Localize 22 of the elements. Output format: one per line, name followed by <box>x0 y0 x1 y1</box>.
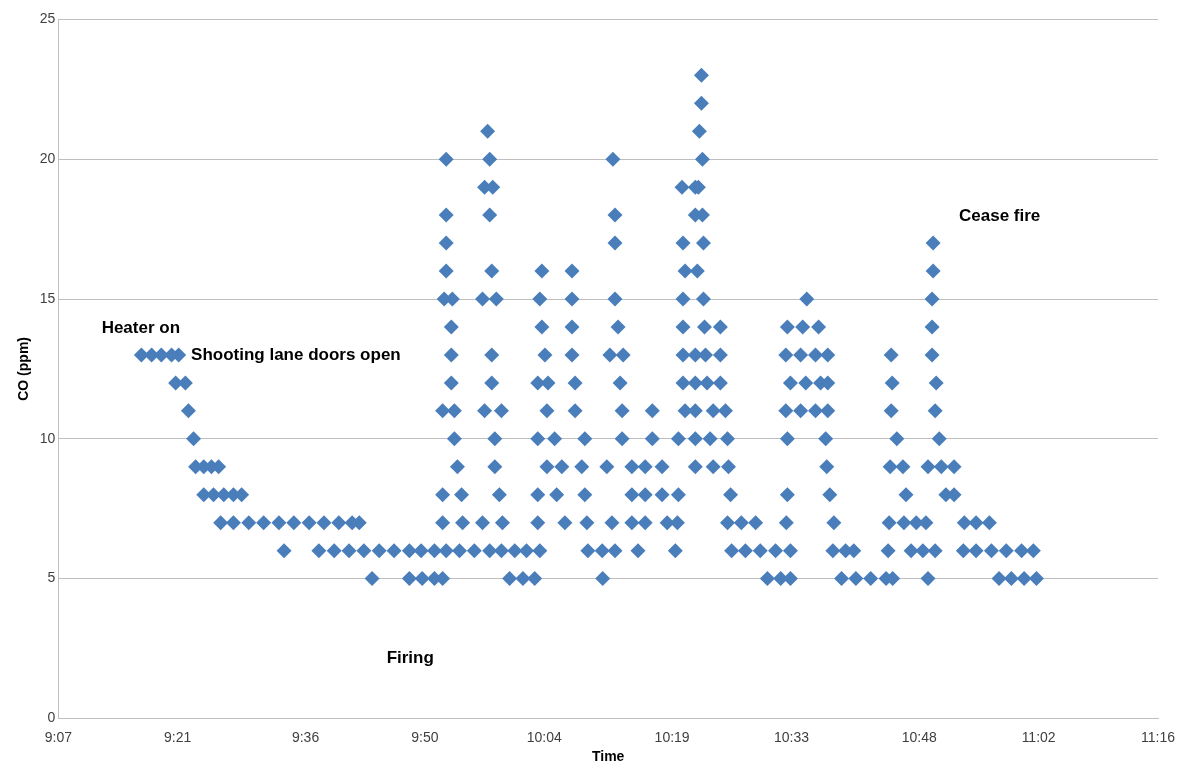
x-tick-label: 10:19 <box>654 728 690 745</box>
x-tick-label: 10:33 <box>773 728 810 745</box>
annotation: Heater on <box>101 318 181 338</box>
annotation: Firing <box>386 647 434 667</box>
y-tick-label: 25 <box>39 10 56 27</box>
annotation: Cease fire <box>959 205 1041 225</box>
annotation: Shooting lane doors open <box>191 345 401 365</box>
x-tick-label: 10:48 <box>901 728 938 745</box>
y-tick-label: 0 <box>47 709 56 726</box>
y-tick-label: 5 <box>47 569 56 586</box>
y-tick-label: 10 <box>39 429 56 446</box>
y-tick-label: 15 <box>39 289 56 306</box>
x-tick-label: 9:36 <box>291 728 320 745</box>
x-tick-label: 11:16 <box>1141 728 1176 745</box>
x-tick-label: 10:04 <box>526 728 562 745</box>
x-tick-label: 11:02 <box>1021 728 1056 745</box>
x-tick-label: 9:07 <box>44 728 73 745</box>
x-tick-label: 9:50 <box>411 728 439 745</box>
y-axis-title: CO (ppm) <box>15 337 32 401</box>
x-tick-label: 9:21 <box>164 728 192 745</box>
x-axis-title: Time <box>591 748 625 765</box>
y-tick-label: 20 <box>39 150 56 167</box>
